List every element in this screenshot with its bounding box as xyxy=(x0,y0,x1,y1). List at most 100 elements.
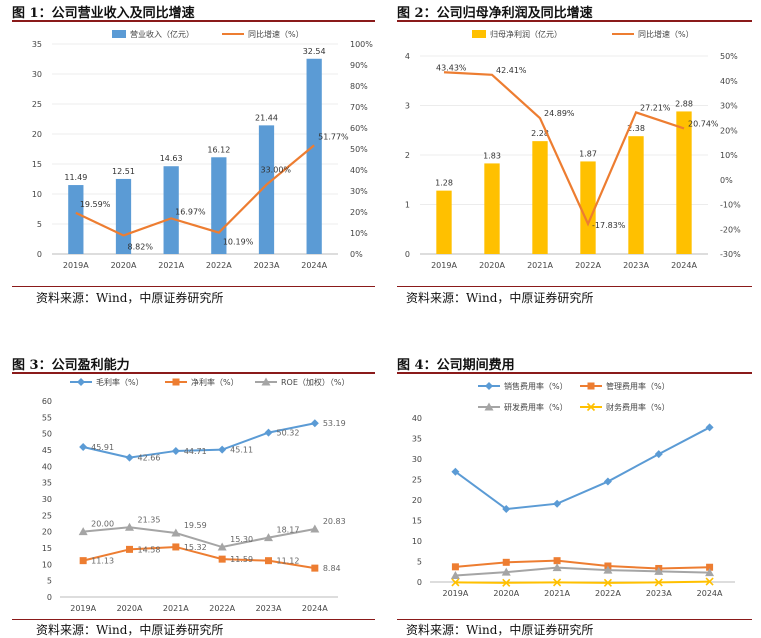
legend-swatch-2-marker xyxy=(484,402,494,411)
point-value-label: 18.17 xyxy=(277,526,300,535)
fig1-top-rule xyxy=(12,20,375,22)
data-point xyxy=(654,566,664,575)
left-tick-label: 1 xyxy=(405,201,410,210)
data-point xyxy=(603,477,612,486)
data-point xyxy=(502,578,511,587)
data-point xyxy=(172,543,180,551)
data-point xyxy=(654,578,663,587)
line-value-label: 10.19% xyxy=(223,238,254,247)
data-point xyxy=(450,570,460,579)
line-value-label: 20.74% xyxy=(688,119,719,128)
fig2-top-rule xyxy=(397,20,752,22)
point-value-label: 45.91 xyxy=(91,443,114,452)
legend-label: 毛利率（%） xyxy=(96,377,144,387)
fig3-top-rule xyxy=(12,372,375,374)
right-tick-label: -20% xyxy=(720,225,741,234)
bar xyxy=(532,141,548,254)
legend-label: 研发费用率（%） xyxy=(504,402,568,412)
line-value-label: -17.83% xyxy=(592,221,626,230)
right-tick-label: 60% xyxy=(350,124,368,133)
bar-value-label: 2.38 xyxy=(627,124,645,133)
legend-swatch-0-marker xyxy=(485,382,493,390)
right-tick-label: 50% xyxy=(350,145,368,154)
fig4-title: 图 4：公司期间费用 xyxy=(397,358,515,373)
point-value-label: 11.12 xyxy=(277,557,300,566)
data-point xyxy=(705,423,714,432)
line-series xyxy=(75,144,315,237)
legend-swatch-3-marker xyxy=(586,402,596,412)
left-tick-label: 25 xyxy=(412,476,422,485)
data-point xyxy=(553,557,561,565)
left-tick-label: 10 xyxy=(42,560,52,569)
left-tick-label: 50 xyxy=(42,430,52,439)
right-tick-label: 50% xyxy=(720,52,738,61)
left-tick-label: 40 xyxy=(412,414,422,423)
bar-value-label: 1.28 xyxy=(435,179,453,188)
right-tick-label: 30% xyxy=(350,187,368,196)
left-tick-label: 35 xyxy=(412,435,422,444)
line-series xyxy=(82,422,316,459)
data-point xyxy=(171,446,180,455)
fig2-bottom-rule xyxy=(397,286,752,287)
x-tick-label: 2023A xyxy=(256,604,282,613)
bar xyxy=(580,161,596,254)
bar xyxy=(484,163,500,254)
x-tick-label: 2021A xyxy=(544,589,570,598)
x-tick-label: 2020A xyxy=(117,604,143,613)
point-value-label: 20.00 xyxy=(91,520,114,529)
point-value-label: 53.19 xyxy=(323,419,346,428)
point-value-label: 8.84 xyxy=(323,564,341,573)
left-tick-label: 20 xyxy=(42,528,52,537)
data-point xyxy=(552,563,562,572)
left-tick-label: 30 xyxy=(42,495,52,504)
point-value-label: 20.83 xyxy=(323,517,346,526)
fig2-source: 资料来源：Wind，中原证券研究所 xyxy=(406,291,594,305)
x-tick-label: 2024A xyxy=(697,589,723,598)
legend-swatch-0 xyxy=(112,30,126,38)
bar-value-label: 32.54 xyxy=(303,47,326,56)
x-tick-label: 2019A xyxy=(431,261,457,270)
x-tick-label: 2023A xyxy=(646,589,672,598)
fig1-bottom-rule xyxy=(12,286,375,287)
data-point xyxy=(265,557,272,565)
point-value-label: 21.35 xyxy=(138,515,161,524)
bar xyxy=(258,125,275,254)
point-value-label: 42.66 xyxy=(138,454,161,463)
data-point xyxy=(705,577,714,586)
data-point xyxy=(451,467,460,476)
data-point xyxy=(706,563,714,571)
data-point xyxy=(264,533,273,542)
line-value-label: 19.59% xyxy=(80,200,111,209)
right-tick-label: 0% xyxy=(720,176,733,185)
line-value-label: 27.21% xyxy=(640,103,671,112)
x-tick-label: 2021A xyxy=(527,261,553,270)
bar xyxy=(163,166,179,254)
left-tick-label: 2 xyxy=(405,151,410,160)
left-tick-label: 5 xyxy=(47,577,52,586)
line-series xyxy=(455,566,710,577)
line-series xyxy=(455,580,710,584)
right-tick-label: 70% xyxy=(350,103,368,112)
left-tick-label: 25 xyxy=(32,100,42,109)
fig3-bottom-rule xyxy=(12,619,375,620)
x-tick-label: 2021A xyxy=(158,261,184,270)
fig4-top-rule xyxy=(397,372,752,374)
data-point xyxy=(603,565,613,574)
point-value-label: 44.71 xyxy=(184,447,207,456)
left-tick-label: 3 xyxy=(405,102,410,111)
bar-value-label: 1.83 xyxy=(483,151,501,160)
fig3-title: 图 3：公司盈利能力 xyxy=(12,358,130,373)
x-tick-label: 2022A xyxy=(595,589,621,598)
fig4-source: 资料来源：Wind，中原证券研究所 xyxy=(406,623,594,637)
right-tick-label: 80% xyxy=(350,82,368,91)
legend-swatch-1-marker xyxy=(172,378,180,386)
data-point xyxy=(451,563,459,571)
line-value-label: 51.77% xyxy=(318,132,349,141)
left-tick-label: 15 xyxy=(42,544,52,553)
left-tick-label: 15 xyxy=(412,517,422,526)
right-tick-label: 30% xyxy=(720,102,738,111)
data-point xyxy=(218,555,226,563)
point-value-label: 50.32 xyxy=(277,429,300,438)
data-point xyxy=(502,558,510,566)
x-tick-label: 2022A xyxy=(209,604,235,613)
